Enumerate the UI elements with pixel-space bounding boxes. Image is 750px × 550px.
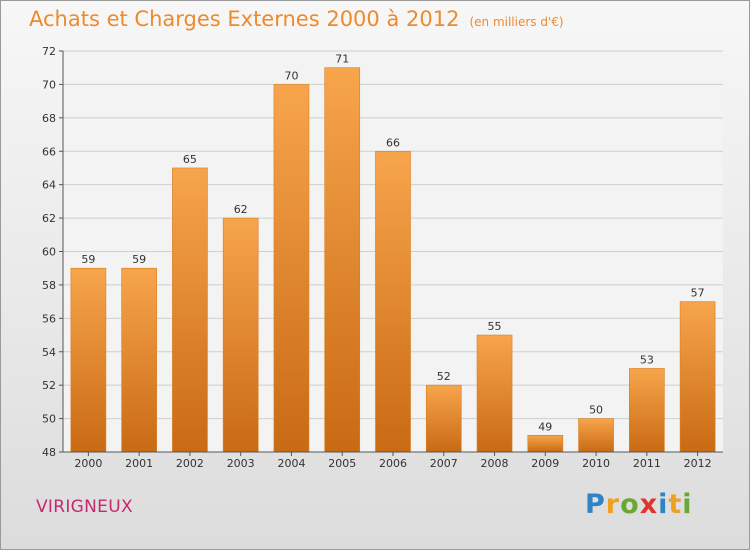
- value-label: 59: [81, 253, 95, 266]
- value-label: 62: [234, 203, 248, 216]
- chart-title: Achats et Charges Externes 2000 à 2012 (e…: [29, 7, 564, 31]
- value-label: 49: [538, 420, 552, 433]
- bar-2002: [172, 167, 208, 453]
- axes: [59, 50, 723, 456]
- x-tick-label: 2003: [227, 457, 255, 470]
- x-tick-label: 2007: [430, 457, 458, 470]
- x-tick-label: 2008: [481, 457, 509, 470]
- x-tick-label: 2010: [582, 457, 610, 470]
- y-tick-label: 64: [42, 179, 56, 192]
- bar-2001: [121, 267, 157, 453]
- bar-2007: [425, 384, 462, 453]
- logo-letter: i: [658, 489, 669, 520]
- value-label: 70: [284, 69, 298, 82]
- value-label: 59: [132, 253, 146, 266]
- logo-letter: P: [585, 489, 606, 520]
- x-tick-label: 2001: [125, 457, 153, 470]
- x-tick-label: 2009: [531, 457, 559, 470]
- bar-2004: [273, 84, 310, 453]
- x-tick-label: 2004: [277, 457, 305, 470]
- commune-name: VIRIGNEUX: [36, 497, 133, 517]
- y-tick-label: 50: [42, 413, 56, 426]
- y-tick-label: 56: [42, 312, 56, 325]
- value-label: 65: [183, 153, 197, 166]
- x-tick-label: 2011: [633, 457, 661, 470]
- bar-2010: [578, 418, 614, 453]
- x-tick-label: 2006: [379, 457, 407, 470]
- logo-letter: o: [620, 489, 640, 520]
- bar-2000: [70, 267, 107, 453]
- title-text: Achats et Charges Externes 2000 à 2012: [29, 7, 460, 31]
- x-tick-label: 2002: [176, 457, 204, 470]
- bar-2009: [527, 434, 564, 453]
- logo-letter: r: [605, 489, 621, 520]
- logo-letter: x: [639, 489, 659, 520]
- bar-2008: [476, 334, 513, 453]
- y-tick-label: 54: [42, 346, 56, 359]
- title-unit: (en milliers d'€): [469, 15, 564, 29]
- y-tick-label: 48: [42, 446, 56, 459]
- bar-2012: [679, 301, 716, 453]
- x-tick-label: 2005: [328, 457, 356, 470]
- value-label: 55: [488, 320, 502, 333]
- value-label: 66: [386, 136, 400, 149]
- y-tick-label: 60: [42, 246, 56, 259]
- y-tick-label: 72: [42, 45, 56, 58]
- bar-2005: [324, 67, 361, 453]
- bar-2003: [222, 217, 259, 453]
- x-tick-label: 2000: [74, 457, 102, 470]
- bar-2011: [629, 368, 665, 453]
- value-label: 71: [335, 53, 349, 66]
- y-tick-label: 70: [42, 78, 56, 91]
- value-label: 57: [691, 287, 705, 300]
- value-label: 50: [589, 404, 603, 417]
- bar-2006: [375, 150, 411, 453]
- x-tick-label: 2012: [684, 457, 712, 470]
- bars: [70, 67, 716, 453]
- y-tick-label: 68: [42, 112, 56, 125]
- y-tick-label: 58: [42, 279, 56, 292]
- logo-letter: i: [682, 489, 693, 520]
- labels: 48 50 52 54 56 58 60 62 64 66 68 70 72 59 2000 59 2001 65…: [42, 45, 712, 470]
- y-tick-label: 62: [42, 212, 56, 225]
- value-label: 52: [437, 370, 451, 383]
- proxiti-logo: Proxiti: [585, 489, 693, 520]
- logo-letter: t: [668, 489, 683, 520]
- y-tick-label: 66: [42, 145, 56, 158]
- value-label: 53: [640, 353, 654, 366]
- y-tick-label: 52: [42, 379, 56, 392]
